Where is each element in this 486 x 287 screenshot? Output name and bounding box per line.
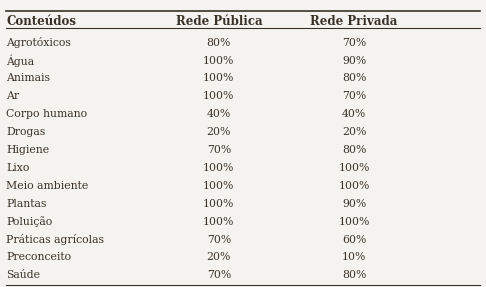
Text: Práticas agrícolas: Práticas agrícolas [6, 234, 104, 245]
Text: 100%: 100% [203, 199, 235, 209]
Text: 100%: 100% [203, 163, 235, 173]
Text: 70%: 70% [342, 38, 366, 48]
Text: Lixo: Lixo [6, 163, 30, 173]
Text: 90%: 90% [342, 199, 366, 209]
Text: 40%: 40% [342, 109, 366, 119]
Text: 80%: 80% [342, 145, 366, 155]
Text: 20%: 20% [207, 253, 231, 263]
Text: 80%: 80% [342, 73, 366, 84]
Text: Poluição: Poluição [6, 216, 52, 227]
Text: 100%: 100% [338, 181, 370, 191]
Text: 100%: 100% [203, 73, 235, 84]
Text: 70%: 70% [342, 91, 366, 101]
Text: 80%: 80% [207, 38, 231, 48]
Text: 70%: 70% [207, 145, 231, 155]
Text: 70%: 70% [207, 234, 231, 245]
Text: Rede Privada: Rede Privada [311, 15, 398, 28]
Text: Meio ambiente: Meio ambiente [6, 181, 88, 191]
Text: Corpo humano: Corpo humano [6, 109, 87, 119]
Text: 100%: 100% [338, 163, 370, 173]
Text: Ar: Ar [6, 91, 19, 101]
Text: 100%: 100% [203, 181, 235, 191]
Text: 100%: 100% [203, 55, 235, 65]
Text: 60%: 60% [342, 234, 366, 245]
Text: Higiene: Higiene [6, 145, 50, 155]
Text: Animais: Animais [6, 73, 50, 84]
Text: Plantas: Plantas [6, 199, 47, 209]
Text: 10%: 10% [342, 253, 366, 263]
Text: Drogas: Drogas [6, 127, 46, 137]
Text: 100%: 100% [338, 217, 370, 227]
Text: 20%: 20% [342, 127, 366, 137]
Text: Rede Pública: Rede Pública [175, 15, 262, 28]
Text: 100%: 100% [203, 217, 235, 227]
Text: 100%: 100% [203, 91, 235, 101]
Text: Preconceito: Preconceito [6, 253, 71, 263]
Text: Saúde: Saúde [6, 270, 40, 280]
Text: 20%: 20% [207, 127, 231, 137]
Text: 40%: 40% [207, 109, 231, 119]
Text: 80%: 80% [342, 270, 366, 280]
Text: Conteúdos: Conteúdos [6, 15, 76, 28]
Text: 70%: 70% [207, 270, 231, 280]
Text: Agrotóxicos: Agrotóxicos [6, 37, 71, 48]
Text: Água: Água [6, 54, 35, 67]
Text: 90%: 90% [342, 55, 366, 65]
